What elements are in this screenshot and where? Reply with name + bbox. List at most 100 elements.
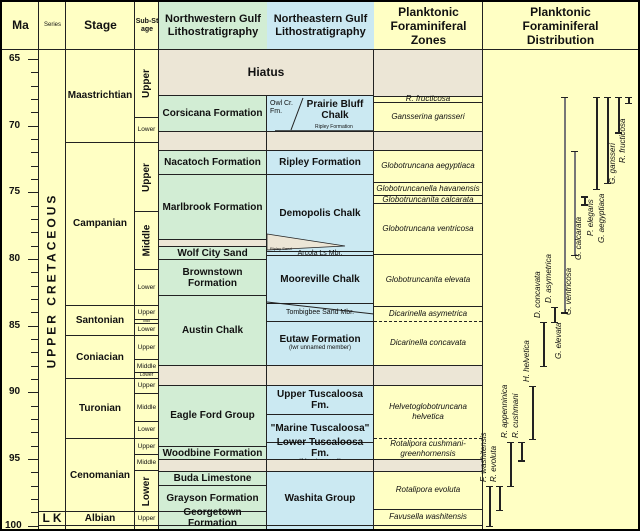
nw-name: Wolf City Sand (177, 247, 248, 259)
stages-name: Cenomanian (69, 469, 130, 481)
ma-tick (31, 378, 38, 380)
nw-unit (159, 240, 266, 247)
range-bar (628, 96, 630, 103)
substages-name: Mid (143, 319, 150, 324)
zones-label: Globotruncanita elevata (386, 275, 471, 285)
nw-label: Corsicana Formation (162, 108, 262, 119)
ma-tick (31, 245, 38, 247)
substages-unit: Middle (135, 455, 158, 471)
nw-label: Buda Limestone (174, 473, 252, 484)
ma-tick (31, 232, 38, 234)
range-cap-bottom (551, 321, 558, 324)
zones-unit: Globotruncanita elevata (374, 255, 482, 307)
substages-unit: Lower (135, 324, 158, 337)
substage-column: Upper Lower Upper Middle Lower Upper Mid Lower U… (135, 2, 159, 529)
substages-unit: Lower (135, 270, 158, 306)
ma-tick (28, 525, 38, 527)
substages-label: Lower (138, 426, 156, 433)
substages-label: Lower (141, 476, 152, 505)
series-label: UPPER CRETACEOUS (45, 193, 59, 369)
zones-label: R. fructicosa (406, 94, 450, 104)
zones-unit (374, 365, 482, 386)
nw-name: Grayson Formation (166, 492, 259, 504)
substages-unit: Upper (135, 306, 158, 320)
range-cap-top (561, 96, 568, 99)
stages-label: Maastrichtian (68, 90, 132, 101)
ma-tick (31, 472, 38, 474)
substages-unit: Upper (135, 439, 158, 455)
nw-name: Nacatoch Formation (164, 156, 261, 168)
ne-unit: Arcola Ls Mbr. (267, 250, 373, 257)
substages-unit: Mid (135, 320, 158, 325)
species-label: G. elevata (554, 322, 563, 360)
range-cap-bottom (496, 509, 503, 512)
stages-name: Maastrichtian (67, 90, 133, 102)
ma-label: 75 (9, 186, 21, 198)
nw-unit: Marlbrook Formation (159, 175, 266, 241)
range-bar (596, 96, 598, 189)
ne-label: Washita Group (285, 493, 356, 504)
substages-unit: Middle (135, 212, 158, 270)
stages-label: Cenomanian (70, 470, 130, 481)
ma-tick (31, 272, 38, 274)
range-cap-top (540, 321, 547, 324)
nw-label: Eagle Ford Group (170, 410, 254, 421)
substages-label: Lower (138, 284, 156, 291)
nw-name: Buda Limestone (173, 472, 252, 484)
header-nw: Northwestern Gulf Lithostratigraphy (159, 2, 267, 50)
zones-name: Globotruncanita elevata (385, 275, 471, 285)
stages-label: Coniacian (76, 352, 124, 363)
nw-label: Wolf City Sand (177, 248, 247, 259)
species-label: P. elegans (586, 199, 595, 236)
nw-name: Woodbine Formation (162, 447, 263, 459)
ma-tick (31, 445, 38, 447)
nw-unit: Brownstown Formation (159, 260, 266, 297)
nw-label: Nacatoch Formation (164, 157, 261, 168)
series-unit: UPPER CRETACEOUS (39, 50, 65, 513)
substages-name: Lower (139, 372, 154, 378)
zones-unit: Gansserina gansseri (374, 103, 482, 133)
series-label: L K (42, 512, 61, 524)
stages-unit: Coniacian (66, 336, 134, 379)
header-stage: Stage (66, 2, 135, 50)
substages-unit: Upper (135, 50, 158, 118)
range-cap-top (486, 485, 493, 488)
ne-name: Eutaw Formation (279, 334, 361, 346)
ne-name: Washita Group (284, 492, 356, 504)
ne-label: Arcola Ls Mbr. (298, 250, 343, 257)
nw-unit: Eagle Ford Group (159, 386, 266, 447)
nw-unit: Buda Limestone (159, 472, 266, 486)
ne-label: "Marine Tuscaloosa" (271, 423, 370, 434)
ne-label: Eutaw Formation (lwr unnamed member) (279, 334, 360, 352)
range-cap-bottom (571, 254, 578, 257)
zones-name: Dicarinella asymetrica (388, 308, 468, 318)
substages-name: Lower (141, 476, 153, 506)
species-label: D. asymetrica (544, 254, 553, 303)
range-bar (564, 96, 566, 313)
series-column: UPPER CRETACEOUS L K (39, 2, 66, 529)
ma-tick (31, 485, 38, 487)
ma-tick (31, 352, 38, 354)
range-bar (618, 96, 620, 133)
range-cap-bottom (604, 182, 611, 185)
header-ma: Ma (2, 2, 39, 50)
substages-unit: Upper (135, 336, 158, 361)
ma-tick (31, 152, 38, 154)
zones-name: Rotalipora evoluta (395, 485, 461, 495)
ma-tick (31, 138, 38, 140)
ma-tick (28, 59, 38, 60)
ne-name: Arcola Ls Mbr. (297, 250, 343, 258)
ma-tick (31, 498, 38, 500)
ma-column: 65 70 75 80 85 90 95 100 (2, 2, 39, 529)
range-cap-bottom (615, 132, 622, 134)
range-cap-top (518, 441, 525, 444)
ne-name: "Marine Tuscaloosa" (270, 422, 370, 434)
species-label: G. gansseri (608, 142, 617, 184)
zones-unit: Helvetoglobotruncana helvetica (374, 386, 482, 439)
range-cap-top (604, 96, 611, 99)
substages-label: Upper (141, 163, 152, 192)
range-cap-top (507, 441, 514, 444)
ma-tick (28, 392, 38, 394)
zones-label: Globotruncana aegyptiaca (381, 161, 474, 171)
